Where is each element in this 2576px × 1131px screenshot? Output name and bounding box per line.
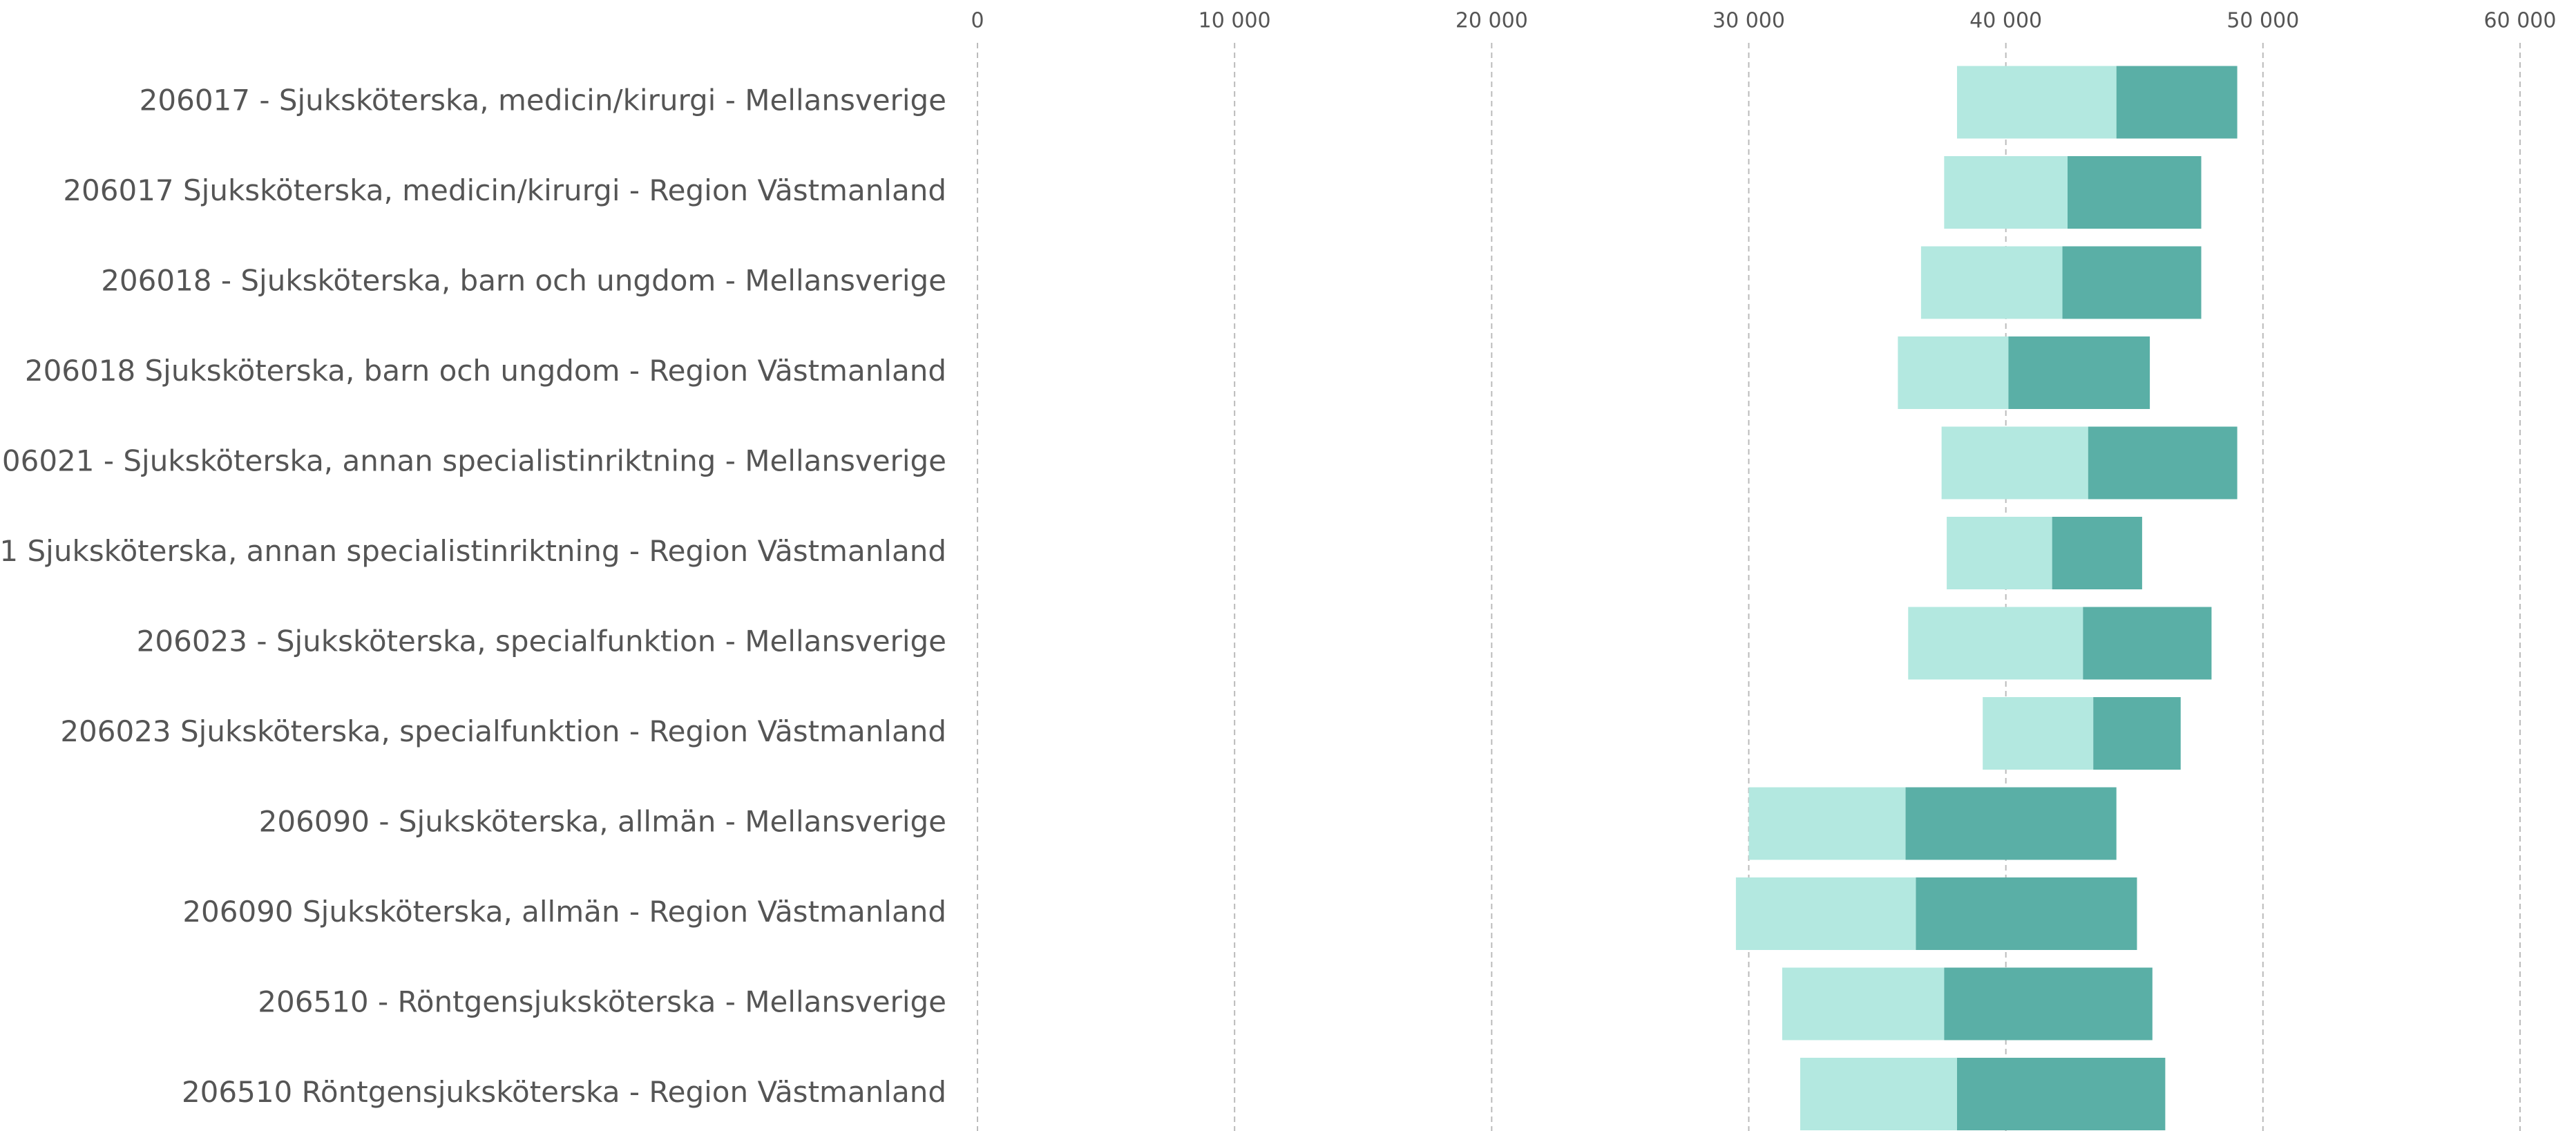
x-tick-label: 40 000: [1969, 9, 2042, 33]
bar-segment: [1735, 877, 1916, 950]
x-tick-label: 30 000: [1712, 9, 1785, 33]
bar-segment: [1905, 787, 2117, 860]
bar-segment: [1944, 156, 2068, 229]
y-tick-label: 206090 - Sjuksköterska, allmän - Mellans…: [259, 805, 946, 839]
y-tick-label: 206017 Sjuksköterska, medicin/kirurgi - …: [63, 173, 946, 207]
x-tick-label: 0: [971, 9, 984, 33]
y-tick-label: 206021 - Sjuksköterska, annan specialist…: [0, 444, 946, 478]
bar-segment: [2093, 697, 2181, 770]
bar-segment: [2052, 517, 2142, 589]
bar-segment: [1920, 246, 2063, 319]
bar-segment: [1983, 697, 2094, 770]
bar-segment: [2062, 246, 2202, 319]
bar-segment: [2116, 66, 2238, 139]
bar-segment: [1947, 517, 2052, 589]
x-tick-label: 10 000: [1199, 9, 1271, 33]
bar-segment: [1916, 877, 2137, 950]
bar-segment: [2067, 156, 2202, 229]
y-tick-label: 206018 - Sjuksköterska, barn och ungdom …: [101, 264, 946, 298]
bar-segment: [1956, 1058, 2166, 1130]
bar-segment: [1908, 607, 2083, 680]
bar-segment: [2008, 336, 2150, 409]
bar-segment: [1944, 967, 2153, 1040]
y-tick-label: 206510 - Röntgensjuksköterska - Mellansv…: [258, 985, 946, 1019]
x-tick-label: 20 000: [1456, 9, 1528, 33]
bar-segment: [2088, 426, 2238, 500]
bar-segment: [1782, 967, 1945, 1040]
y-tick-label: 206023 Sjuksköterska, specialfunktion - …: [60, 714, 946, 748]
bar-segment: [1956, 66, 2117, 139]
y-tick-label: 206023 - Sjuksköterska, specialfunktion …: [137, 625, 946, 658]
bar-segment: [2083, 607, 2212, 680]
bar-segment: [1941, 426, 2088, 500]
y-tick-label: 206090 Sjuksköterska, allmän - Region Vä…: [182, 895, 946, 929]
bar-segment: [1898, 336, 2009, 409]
x-tick-label: 50 000: [2226, 9, 2299, 33]
y-tick-label: 206510 Röntgensjuksköterska - Region Väs…: [182, 1075, 946, 1109]
y-tick-label: 206017 - Sjuksköterska, medicin/kirurgi …: [140, 84, 946, 117]
x-tick-label: 60 000: [2484, 9, 2557, 33]
bar-segment: [1800, 1058, 1957, 1130]
bar-segment: [1748, 787, 1906, 860]
y-tick-label: 206018 Sjuksköterska, barn och ungdom - …: [25, 354, 946, 388]
y-tick-label: 206021 Sjuksköterska, annan specialistin…: [0, 534, 946, 568]
